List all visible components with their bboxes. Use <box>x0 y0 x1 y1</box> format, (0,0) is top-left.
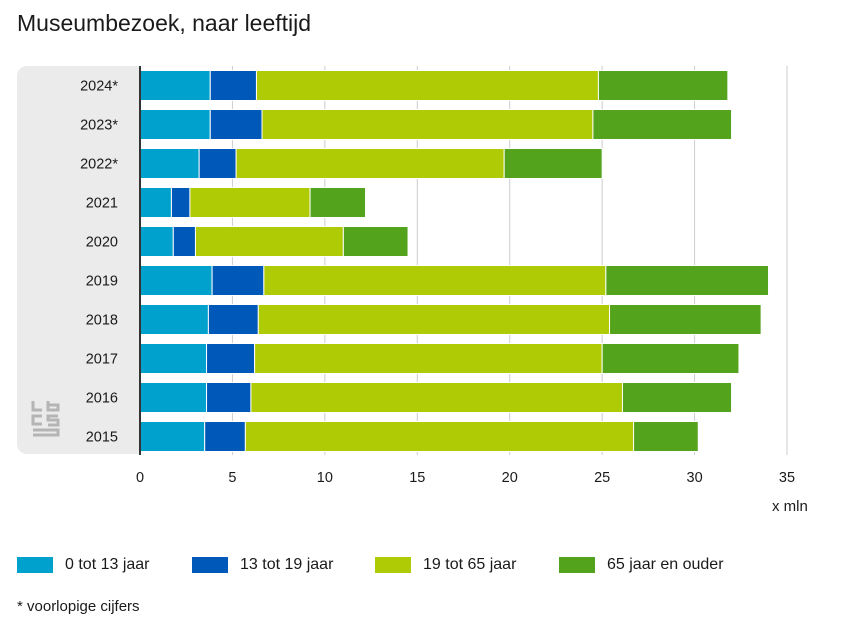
bar-segment <box>605 265 770 296</box>
bar-segment <box>204 421 246 452</box>
x-tick-label: 10 <box>317 470 333 486</box>
bar-segment <box>198 148 237 179</box>
bar-segment <box>257 304 611 335</box>
category-label: 2021 <box>86 196 118 212</box>
bar-segment <box>597 70 729 101</box>
bar-segment <box>189 187 311 218</box>
bar-segment <box>235 148 505 179</box>
bar-segment <box>139 226 174 257</box>
legend-swatch <box>559 557 595 573</box>
x-tick-label: 20 <box>502 470 518 486</box>
bar-segment <box>250 382 623 413</box>
category-label: 2015 <box>86 430 118 446</box>
bar-segment <box>139 109 211 140</box>
category-label: 2022* <box>80 157 118 173</box>
bar-segment <box>601 343 740 374</box>
legend-label: 0 tot 13 jaar <box>65 556 150 573</box>
bar-segment <box>139 265 213 296</box>
legend-label: 65 jaar en ouder <box>607 556 724 573</box>
legend: 0 tot 13 jaar 13 tot 19 jaar 19 tot 65 j… <box>17 556 837 578</box>
bar-segment <box>244 421 635 452</box>
bar-segment <box>139 187 172 218</box>
bar-segments <box>139 70 770 452</box>
bar-segment <box>170 187 191 218</box>
bar-segment <box>211 265 265 296</box>
bar-chart: 2024* 2023* 2022* 2021 2020 2019 2018 2017 2016 2… <box>80 66 795 486</box>
footnote: * voorlopige cijfers <box>17 598 140 615</box>
x-tick-labels: 0 5 10 15 20 25 30 35 <box>136 470 795 486</box>
chart-title: Museumbezoek, naar leeftijd <box>17 10 312 36</box>
bar-segment <box>592 109 733 140</box>
category-label: 2024* <box>80 79 118 95</box>
legend-label: 19 tot 65 jaar <box>423 556 517 573</box>
bar-segment <box>633 421 699 452</box>
bar-segment <box>139 304 209 335</box>
bar-segment <box>172 226 196 257</box>
legend-item: 13 tot 19 jaar <box>192 556 333 574</box>
legend-item: 19 tot 65 jaar <box>375 556 516 574</box>
legend-item: 65 jaar en ouder <box>559 556 724 574</box>
bar-segment <box>503 148 603 179</box>
bar-segment <box>207 304 259 335</box>
category-label: 2019 <box>86 274 118 290</box>
bar-segment <box>263 265 607 296</box>
x-tick-label: 35 <box>779 470 795 486</box>
bar-segment <box>139 382 208 413</box>
category-label: 2020 <box>86 235 118 251</box>
bar-segment <box>139 343 208 374</box>
bar-segment <box>261 109 594 140</box>
cbs-logo-icon <box>30 398 64 443</box>
bar-segment <box>139 148 200 179</box>
x-tick-label: 30 <box>687 470 703 486</box>
x-tick-label: 0 <box>136 470 144 486</box>
x-axis-unit-label: x mln <box>772 498 808 515</box>
legend-swatch <box>375 557 411 573</box>
bar-segment <box>309 187 367 218</box>
bar-segment <box>139 421 206 452</box>
legend-item: 0 tot 13 jaar <box>17 556 150 574</box>
bar-segment <box>206 382 252 413</box>
bar-segment <box>206 343 256 374</box>
bar-segment <box>254 343 603 374</box>
category-labels: 2024* 2023* 2022* 2021 2020 2019 2018 2017 2016 2… <box>80 79 118 446</box>
bar-segment <box>609 304 762 335</box>
bar-segment <box>621 382 733 413</box>
category-label: 2023* <box>80 118 118 134</box>
x-tick-label: 5 <box>228 470 236 486</box>
legend-label: 13 tot 19 jaar <box>240 556 334 573</box>
category-label: 2018 <box>86 313 118 329</box>
bar-segment <box>209 70 257 101</box>
bar-segment <box>255 70 599 101</box>
category-label: 2016 <box>86 391 118 407</box>
category-label-panel <box>17 66 139 454</box>
legend-swatch <box>192 557 228 573</box>
bar-segment <box>342 226 409 257</box>
x-tick-label: 15 <box>409 470 425 486</box>
bar-segment <box>194 226 344 257</box>
category-label: 2017 <box>86 352 118 368</box>
x-tick-label: 25 <box>594 470 610 486</box>
legend-swatch <box>17 557 53 573</box>
bar-segment <box>209 109 263 140</box>
bar-segment <box>139 70 211 101</box>
